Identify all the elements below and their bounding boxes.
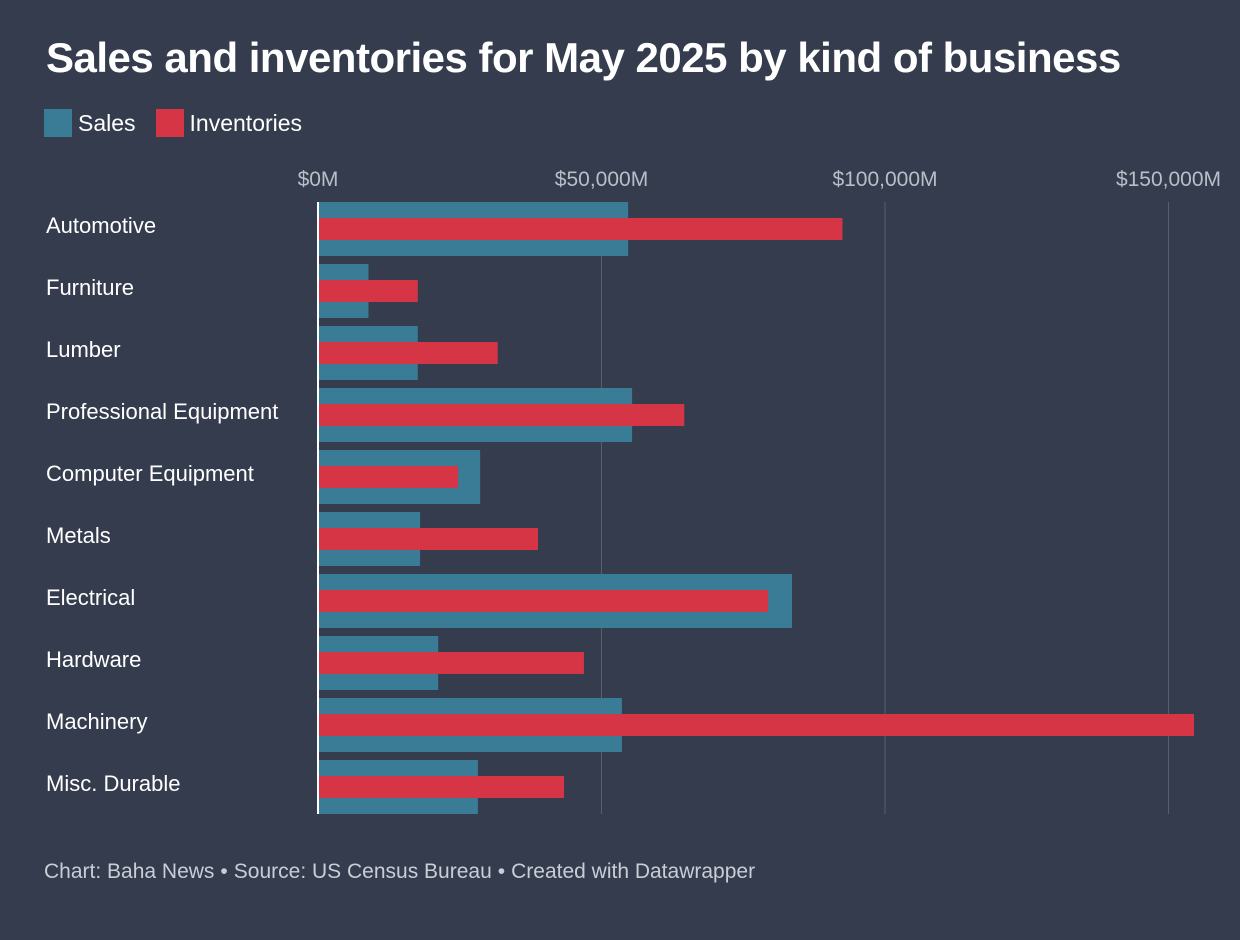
footer-separator: •: [220, 860, 228, 883]
footer-source: Source: US Census Bureau: [233, 860, 492, 883]
chart-footer: Chart: Baha News • Source: US Census Burea…: [44, 860, 755, 884]
category-label: Metals: [46, 523, 111, 548]
x-tick-label: $50,000M: [555, 168, 648, 191]
category-label: Misc. Durable: [46, 771, 180, 796]
category-label: Professional Equipment: [46, 399, 278, 424]
x-tick-label: $100,000M: [832, 168, 937, 191]
footer-separator: •: [497, 860, 506, 883]
bar-inventories-professional-equipment: [318, 404, 685, 426]
category-label: Electrical: [46, 585, 135, 610]
footer-created-with: Created with Datawrapper: [511, 860, 756, 883]
bar-inventories-lumber: [318, 342, 498, 364]
bar-inventories-machinery: [318, 714, 1195, 736]
category-label: Furniture: [46, 275, 134, 300]
bar-inventories-furniture: [318, 280, 418, 302]
category-label: Computer Equipment: [46, 461, 254, 486]
legend: Sales Inventories: [44, 109, 322, 137]
legend-item-inventories: Inventories: [155, 109, 303, 137]
legend-swatch-sales: [44, 109, 72, 137]
bar-inventories-hardware: [318, 652, 584, 674]
x-tick-label: $150,000M: [1116, 168, 1221, 191]
x-tick-label: $0M: [298, 168, 339, 191]
legend-swatch-inventories: [155, 109, 184, 137]
bar-inventories-misc-durable: [318, 776, 565, 798]
footer-chart-credit: Chart: Baha News: [44, 860, 215, 883]
bar-inventories-automotive: [318, 218, 843, 240]
bar-inventories-metals: [318, 528, 538, 550]
legend-label-sales: Sales: [78, 109, 136, 136]
legend-label-inventories: Inventories: [189, 109, 303, 136]
category-label: Automotive: [46, 213, 156, 238]
category-label: Machinery: [46, 709, 147, 734]
category-label: Hardware: [46, 647, 141, 672]
bar-inventories-electrical: [318, 590, 769, 612]
bar-inventories-computer-equipment: [318, 466, 459, 488]
category-label: Lumber: [46, 337, 121, 362]
legend-item-sales: Sales: [44, 109, 136, 137]
chart-title: Sales and inventories for May 2025 by ki…: [46, 34, 1121, 81]
